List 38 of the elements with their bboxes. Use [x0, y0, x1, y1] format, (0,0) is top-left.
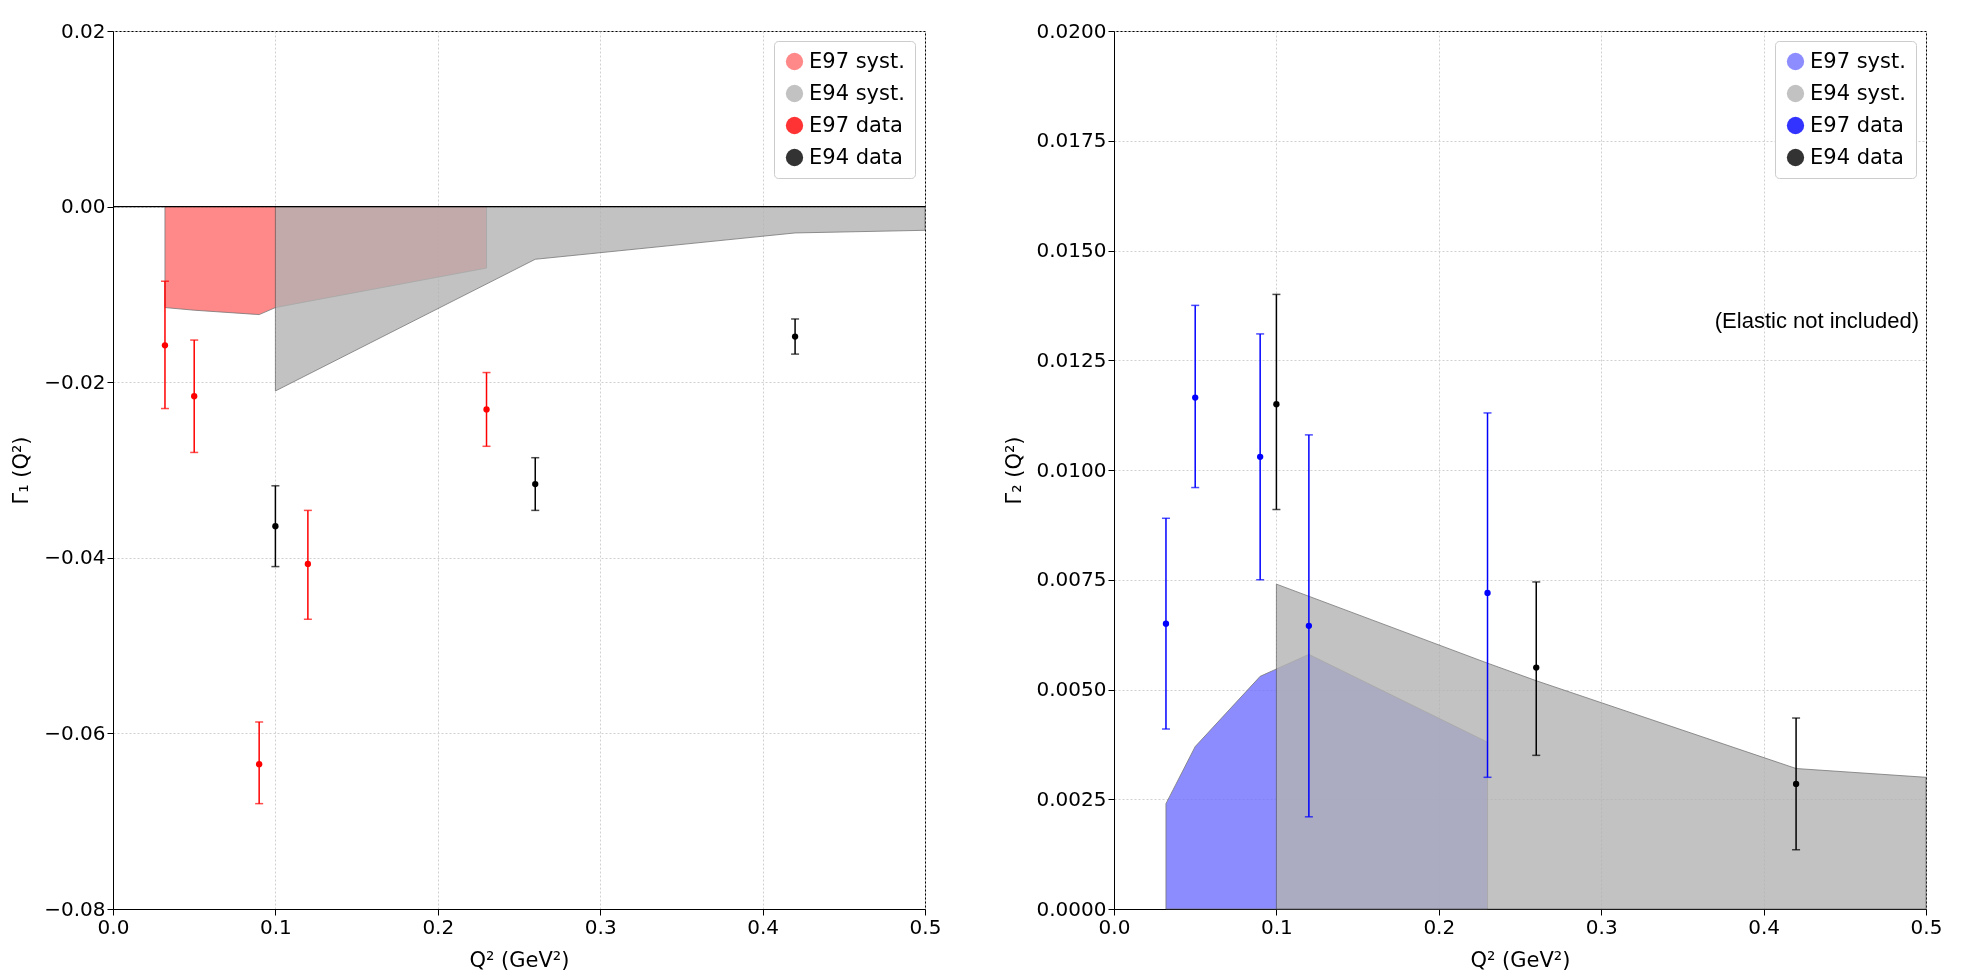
x-axis-title: Q² (GeV²) [469, 947, 570, 972]
x-axis-title: Q² (GeV²) [1470, 947, 1571, 972]
x-tick-label: 0.2 [422, 914, 455, 939]
annotation: (Elastic not included) [1714, 308, 1919, 333]
y-tick-label: 0.0100 [1036, 457, 1107, 482]
x-tick-label: 0.1 [1260, 914, 1293, 939]
y-tick-label: 0.0075 [1036, 567, 1107, 592]
x-tick-label: 0.2 [1423, 914, 1456, 939]
x-tick-label: 0.3 [584, 914, 617, 939]
x-tick-label: 0.5 [1910, 914, 1943, 939]
y-tick-label: 0.0125 [1036, 347, 1107, 372]
y-tick-label: −0.08 [44, 896, 106, 921]
y-tick-label: 0.0175 [1036, 128, 1107, 153]
y-tick-label: 0.02 [60, 18, 106, 43]
y-axis-title: Γ₂ (Q²) [1001, 436, 1026, 505]
legend-label: E97 data [809, 112, 903, 137]
y-tick-label: −0.06 [44, 720, 106, 745]
legend-label: E97 data [1810, 112, 1904, 137]
legend-label: E94 data [809, 144, 903, 169]
legend-label: E94 syst. [809, 80, 905, 105]
y-tick-label: 0.0025 [1036, 786, 1107, 811]
y-tick-label: −0.02 [44, 369, 106, 394]
legend-label: E94 data [1810, 144, 1904, 169]
legend-label: E97 syst. [1810, 48, 1906, 73]
y-tick-label: 0.0150 [1036, 238, 1107, 262]
y-axis-title: Γ₁ (Q²) [9, 436, 34, 505]
x-tick-label: 0.3 [1585, 914, 1618, 939]
x-tick-label: 0.1 [259, 914, 292, 939]
y-tick-label: 0.0200 [1036, 18, 1107, 43]
legend-label: E94 syst. [1810, 80, 1906, 105]
y-tick-label: 0.00 [60, 194, 106, 219]
legend-label: E97 syst. [809, 48, 905, 73]
y-tick-label: 0.0000 [1036, 896, 1107, 921]
x-tick-label: 0.5 [909, 914, 942, 939]
y-tick-label: 0.0050 [1036, 677, 1107, 701]
x-tick-label: 0.4 [747, 914, 780, 939]
x-tick-label: 0.4 [1748, 914, 1781, 939]
y-tick-label: −0.04 [44, 545, 106, 570]
